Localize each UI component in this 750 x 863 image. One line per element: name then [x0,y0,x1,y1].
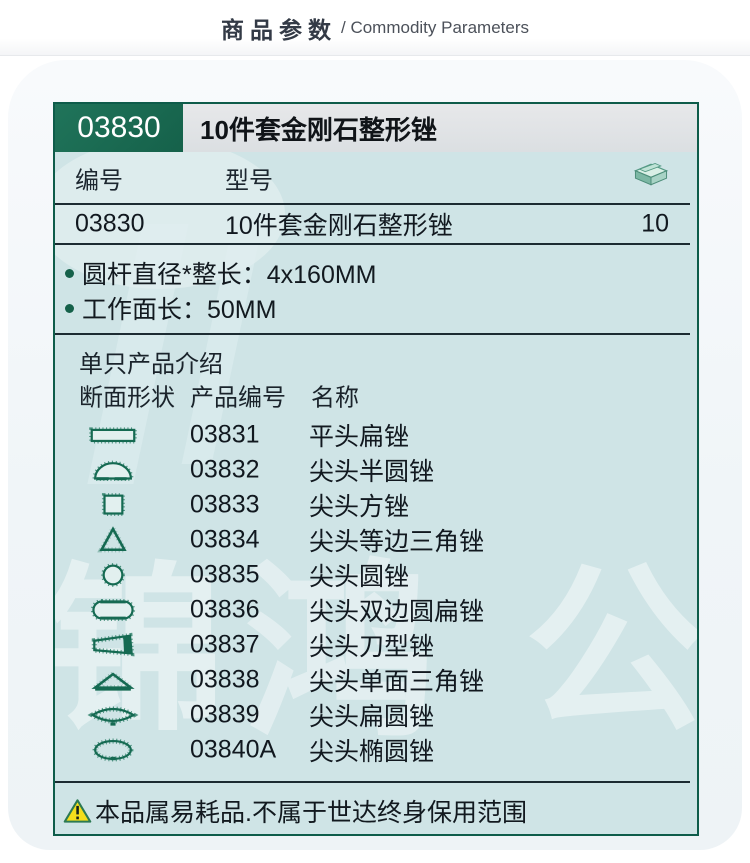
col-model-label: 型号 [225,167,273,194]
model-row-code: 03830 [75,209,145,238]
lens-cross-section-icon [67,698,159,733]
product-item-code: 03831 [190,420,260,449]
product-item-name: 尖头圆锉 [309,563,410,591]
product-item-code: 03835 [190,560,260,589]
product-item-name: 尖头刀型锉 [309,633,435,661]
spec-row: 圆杆直径*整长：4x160MM [55,256,697,290]
product-item-code: 03834 [190,525,260,554]
warning-triangle-icon [63,798,92,824]
warning-row: 本品属易耗品.不属于世达终身保用范围 [55,792,697,830]
oval-cross-section-icon [67,733,159,768]
product-item-row: 03840A 尖头椭圆锉 [55,733,697,768]
commodity-parameters-header: 商品参数 / Commodity Parameters [0,0,750,56]
col-shape-label: 断面形状 [79,384,175,412]
col-item-name-label: 名称 [311,384,359,412]
model-row-model: 10件套金刚石整形锉 [225,212,453,240]
round-cross-section-icon [67,558,159,593]
header-title-en: / Commodity Parameters [341,17,529,37]
product-item-name: 尖头双边圆扁锉 [309,598,485,626]
product-item-row: 03835 尖头圆锉 [55,558,697,593]
product-item-name: 尖头等边三角锉 [309,528,485,556]
spec-row: 工作面长：50MM [55,291,697,325]
product-item-name: 尖头单面三角锉 [309,668,485,696]
items-section-title: 单只产品介绍 [79,350,223,378]
col-item-code-label: 产品编号 [190,384,286,412]
product-item-code: 03838 [190,665,260,694]
spec-text: 工作面长：50MM [82,296,277,324]
product-item-row: 03834 尖头等边三角锉 [55,523,697,558]
product-item-code: 03833 [190,490,260,519]
divider [55,203,690,205]
product-item-row: 03838 尖头单面三角锉 [55,663,697,698]
divider [55,781,690,783]
product-item-row: 03839 尖头扁圆锉 [55,698,697,733]
warning-text: 本品属易耗品.不属于世达终身保用范围 [95,799,527,827]
model-table-row: 03830 10件套金刚石整形锉 10 [55,205,697,243]
items-columns-row: 断面形状 产品编号 名称 [55,378,697,412]
product-item-name: 尖头半圆锉 [309,458,435,486]
product-code-badge: 03830 [55,104,183,152]
half-round-cross-section-icon [67,453,159,488]
product-item-row: 03832 尖头半圆锉 [55,453,697,488]
product-item-code: 03839 [190,700,260,729]
product-item-row: 03836 尖头双边圆扁锉 [55,593,697,628]
flat-cross-section-icon [67,418,159,453]
knife-cross-section-icon [67,628,159,663]
bullet-dot-icon [65,303,74,313]
stadium-cross-section-icon [67,593,159,628]
flat-triangle-cross-section-icon [67,663,159,698]
col-code-label: 编号 [75,167,123,194]
product-item-row: 03833 尖头方锉 [55,488,697,523]
square-cross-section-icon [67,488,159,523]
header-title-zh: 商品参数 [221,16,337,43]
panel-title-row: 03830 10件套金刚石整形锉 [55,104,697,152]
box-icon [633,161,669,195]
product-item-row: 03837 尖头刀型锉 [55,628,697,663]
product-title: 10件套金刚石整形锉 [183,104,697,152]
product-item-name: 尖头方锉 [309,493,410,521]
bullet-dot-icon [65,268,74,278]
product-spec-panel: 锦 鸿 公 03830 10件套金刚石整形锉 编号 型号 03830 [53,102,699,836]
divider [55,243,690,245]
product-item-name: 尖头椭圆锉 [309,738,435,766]
product-item-code: 03832 [190,455,260,484]
spec-text: 圆杆直径*整长：4x160MM [82,261,377,289]
divider [55,333,690,335]
product-item-code: 03836 [190,595,260,624]
model-row-qty: 10 [641,209,669,238]
triangle-cross-section-icon [67,523,159,558]
product-item-name: 平头扁锉 [309,423,410,451]
product-item-code: 03837 [190,630,260,659]
product-item-name: 尖头扁圆锉 [309,703,435,731]
product-item-code: 03840A [190,735,277,764]
model-table-header: 编号 型号 [55,152,697,203]
product-item-row: 03831 平头扁锉 [55,418,697,453]
